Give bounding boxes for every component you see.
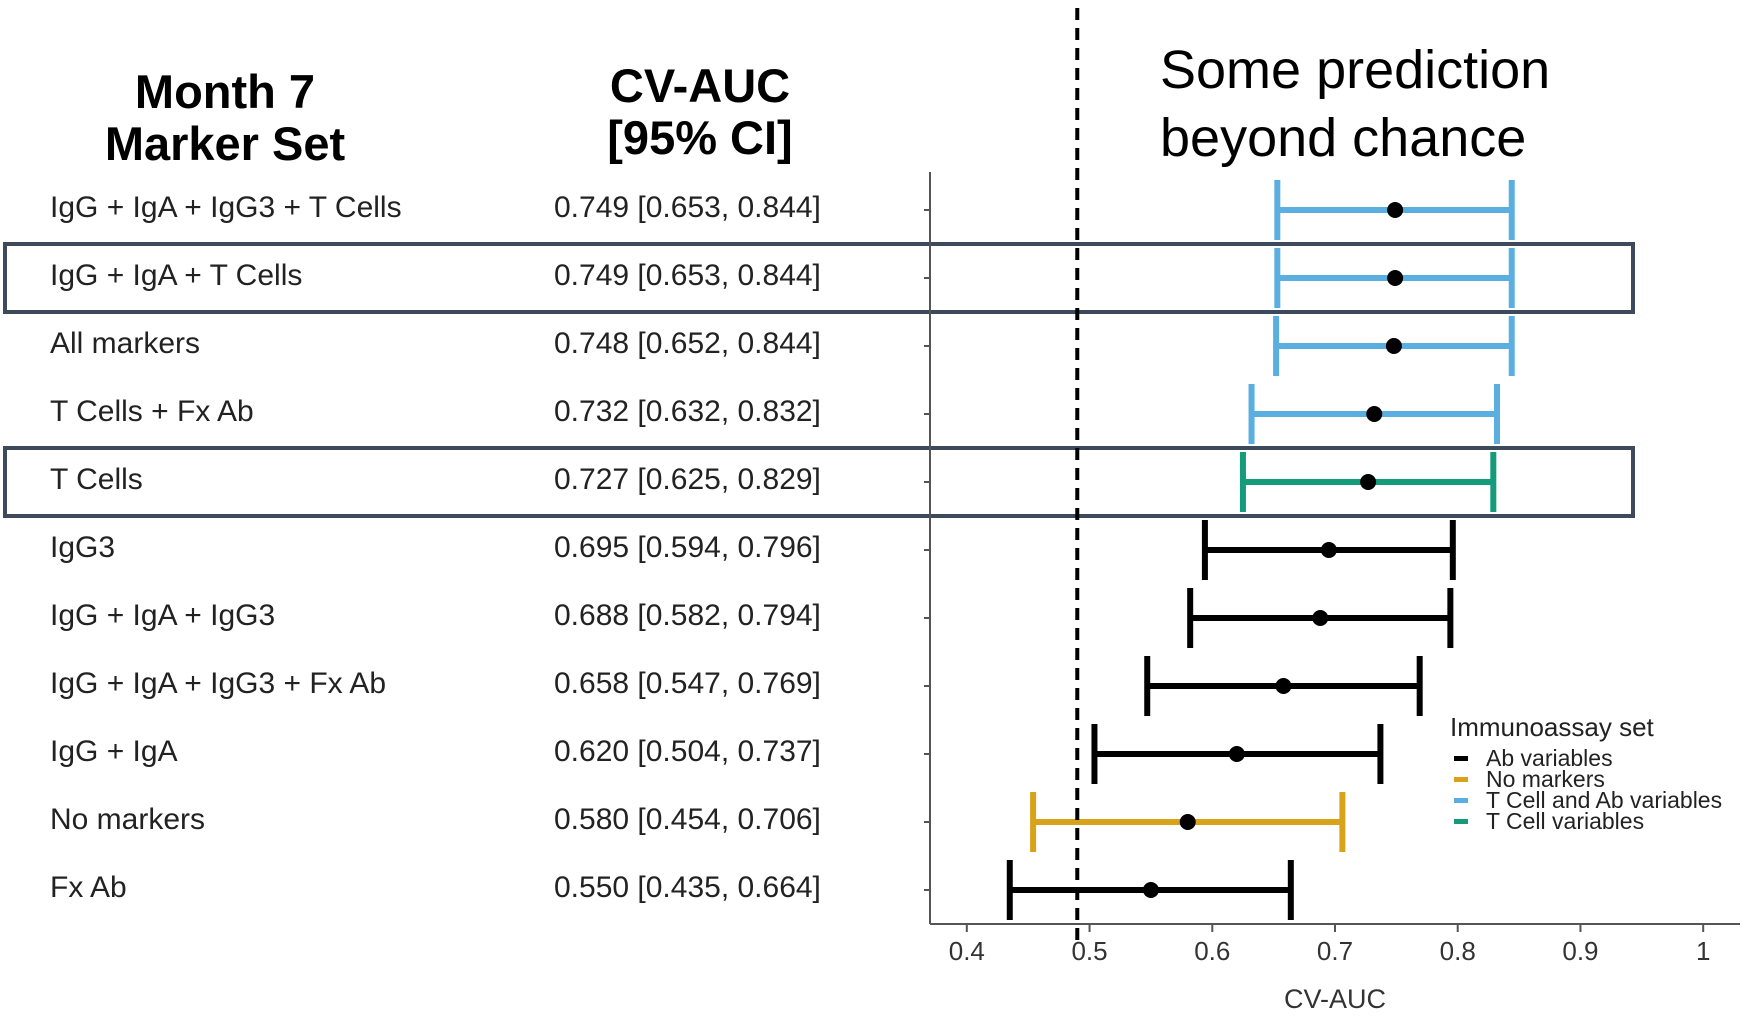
legend-items: Ab variables No markers T Cell and Ab vari…	[1450, 745, 1723, 834]
highlight-box	[3, 446, 1635, 518]
row-auc-ci: 0.695 [0.594, 0.796]	[554, 531, 821, 564]
point-estimate	[1387, 202, 1404, 218]
point-estimate	[1387, 270, 1404, 286]
legend-item: No markers	[1450, 766, 1722, 792]
row-auc-ci: 0.688 [0.582, 0.794]	[554, 599, 821, 632]
row-auc-ci: 0.749 [0.653, 0.844]	[554, 259, 821, 292]
point-estimate	[1179, 814, 1196, 830]
point-estimate	[1320, 542, 1337, 558]
row-label: IgG + IgA	[50, 735, 178, 768]
point-estimate	[1228, 746, 1245, 762]
row-auc-ci: 0.727 [0.625, 0.829]	[554, 463, 821, 496]
row-auc-ci: 0.732 [0.632, 0.832]	[554, 395, 821, 428]
marker-set-header-line2: Marker Set	[104, 117, 346, 170]
legend: Immunoassay set Ab variables No markers T …	[1450, 712, 1723, 834]
row-auc-ci: 0.658 [0.547, 0.769]	[554, 667, 821, 700]
point-estimate	[1142, 882, 1159, 898]
row-label: IgG3	[50, 531, 116, 564]
legend-label: No markers	[1486, 766, 1605, 792]
marker-set-header-line1: Month 7	[134, 65, 316, 118]
legend-label: T Cell and Ab variables	[1486, 787, 1723, 813]
x-tick-label: 0.7	[1317, 936, 1353, 966]
row-label: IgG + IgA + T Cells	[50, 259, 303, 292]
row-auc-ci: 0.550 [0.435, 0.664]	[554, 871, 821, 904]
point-estimate	[1366, 406, 1383, 422]
row-auc-ci: 0.580 [0.454, 0.706]	[554, 803, 821, 836]
x-axis-label: CV-AUC	[1284, 984, 1386, 1014]
legend-title: Immunoassay set	[1450, 712, 1654, 742]
row-label: IgG + IgA + IgG3 + T Cells	[50, 191, 402, 224]
legend-swatch	[1454, 798, 1468, 803]
row-label: Fx Ab	[50, 871, 127, 904]
chance-annotation-line1: Some prediction	[1160, 40, 1551, 100]
point-estimate	[1275, 678, 1292, 694]
row-label: T Cells + Fx Ab	[50, 395, 254, 428]
point-estimate	[1312, 610, 1329, 626]
cv-auc-header: CV-AUC [95% CI]	[560, 60, 840, 164]
x-tick-label: 0.4	[949, 936, 985, 966]
cv-auc-header-line2: [95% CI]	[607, 111, 793, 164]
x-tick-label: 0.6	[1194, 936, 1230, 966]
x-tick-label: 0.8	[1440, 936, 1476, 966]
legend-swatch	[1454, 819, 1468, 824]
x-tick-label: 0.9	[1562, 936, 1598, 966]
legend-item: T Cell variables	[1450, 808, 1722, 834]
row-auc-ci: 0.749 [0.653, 0.844]	[554, 191, 821, 224]
row-auc-ci: 0.748 [0.652, 0.844]	[554, 327, 821, 360]
legend-swatch	[1454, 756, 1468, 761]
cv-auc-header-line1: CV-AUC	[609, 59, 791, 112]
row-label: No markers	[50, 803, 206, 836]
legend-item: T Cell and Ab variables	[1450, 787, 1723, 813]
row-label: IgG + IgA + IgG3 + Fx Ab	[50, 667, 387, 700]
row-label: T Cells	[50, 463, 143, 496]
chance-annotation-line2: beyond chance	[1160, 108, 1527, 168]
point-estimate	[1385, 338, 1402, 354]
row-auc-ci: 0.620 [0.504, 0.737]	[554, 735, 821, 768]
row-label: IgG + IgA + IgG3	[50, 599, 276, 632]
legend-label: T Cell variables	[1486, 808, 1645, 834]
x-tick-label: 1	[1696, 936, 1710, 966]
marker-set-header: Month 7 Marker Set	[60, 66, 390, 170]
chance-annotation: Some prediction beyond chance	[1160, 36, 1550, 172]
highlight-box	[3, 242, 1635, 314]
legend-item: Ab variables	[1450, 745, 1722, 771]
x-tick-label: 0.5	[1071, 936, 1107, 966]
point-estimate	[1360, 474, 1377, 490]
legend-swatch	[1454, 777, 1468, 782]
row-label: All markers	[50, 327, 201, 360]
legend-label: Ab variables	[1486, 745, 1613, 771]
